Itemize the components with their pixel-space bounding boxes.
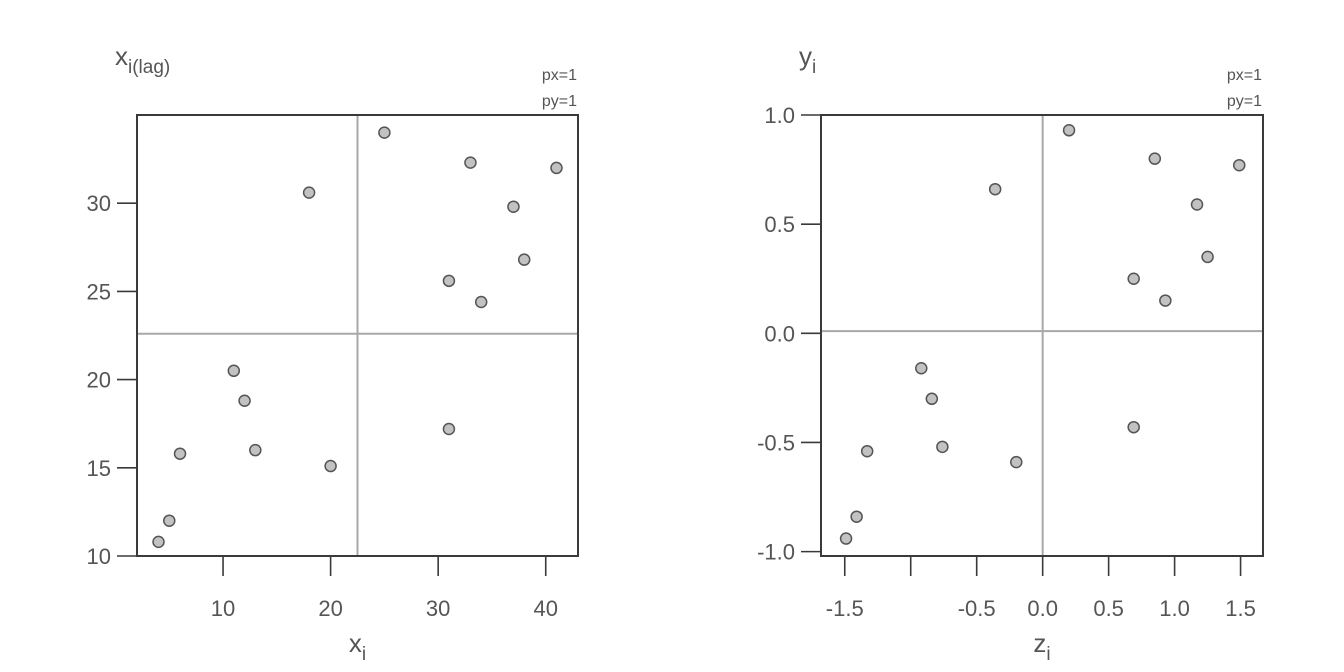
x-tick-label: 20 — [318, 596, 342, 621]
data-point — [1159, 294, 1172, 307]
annotation-px: px=1 — [1227, 67, 1262, 84]
data-point — [464, 156, 477, 169]
scatter-panel-1: 10 20 30 40 10 15 20 25 30 xi xi(lag) px=1 py=1 — [87, 41, 579, 665]
data-point — [1233, 158, 1246, 172]
data-point — [249, 443, 262, 457]
y-tick-label: -1.0 — [757, 540, 795, 565]
data-point — [517, 253, 531, 266]
data-point — [227, 364, 241, 378]
y-tick-label: 10 — [87, 544, 111, 569]
y-axis-label: xi(lag) — [115, 41, 170, 78]
x-tick-label: 30 — [426, 596, 450, 621]
y-tick-label: -0.5 — [757, 430, 795, 455]
data-point — [238, 394, 251, 408]
data-point — [850, 510, 863, 523]
x-tick-label: 0.5 — [1093, 596, 1124, 621]
data-point — [324, 459, 337, 473]
data-point — [378, 126, 391, 139]
data-point — [1127, 272, 1140, 285]
y-axis-label: yi — [799, 41, 816, 78]
data-point — [988, 182, 1002, 196]
x-tick-label: 40 — [533, 596, 557, 621]
data-point — [442, 422, 456, 436]
data-point — [860, 444, 874, 458]
data-point — [173, 447, 187, 460]
y-tick-label: 30 — [87, 191, 111, 216]
annotation-px: px=1 — [542, 67, 577, 84]
data-point — [1201, 250, 1214, 264]
x-tick-label: -0.5 — [958, 596, 996, 621]
y-tick-label: 25 — [87, 279, 111, 304]
y-tick-label: 15 — [87, 456, 111, 481]
data-point — [474, 295, 488, 309]
data-point — [152, 535, 165, 549]
y-tick-label: 1.0 — [764, 103, 795, 128]
y-tick-label: 20 — [87, 368, 111, 393]
data-point — [1127, 420, 1140, 434]
plot-frame — [136, 114, 579, 557]
x-axis-label: xi — [349, 628, 366, 665]
data-point — [550, 161, 563, 175]
scatter-panel-2: -1.5 -0.5 0.0 0.5 1.0 1.5 -1.0 -0.5 0.0 0.5 1.0 zi y… — [757, 41, 1264, 665]
annotation-py: py=1 — [1227, 93, 1262, 110]
data-point — [915, 361, 928, 375]
data-point — [936, 440, 949, 454]
data-point — [1148, 152, 1162, 165]
x-tick-label: 1.5 — [1225, 596, 1256, 621]
data-point — [1010, 455, 1023, 469]
data-point — [302, 186, 316, 199]
x-axis-label: zi — [1033, 628, 1050, 665]
data-point — [925, 392, 939, 406]
x-tick-label: 0.0 — [1027, 596, 1058, 621]
data-point — [1190, 198, 1204, 211]
annotation-py: py=1 — [542, 93, 577, 110]
x-tick-label: -1.5 — [826, 596, 864, 621]
data-point — [507, 200, 520, 213]
data-point — [163, 514, 176, 527]
data-point — [839, 532, 853, 545]
y-tick-label: 0.0 — [764, 321, 795, 346]
x-tick-label: 10 — [211, 596, 235, 621]
y-tick-label: 0.5 — [764, 212, 795, 237]
data-point — [1062, 124, 1076, 137]
x-tick-label: 1.0 — [1159, 596, 1190, 621]
data-point — [442, 274, 456, 288]
